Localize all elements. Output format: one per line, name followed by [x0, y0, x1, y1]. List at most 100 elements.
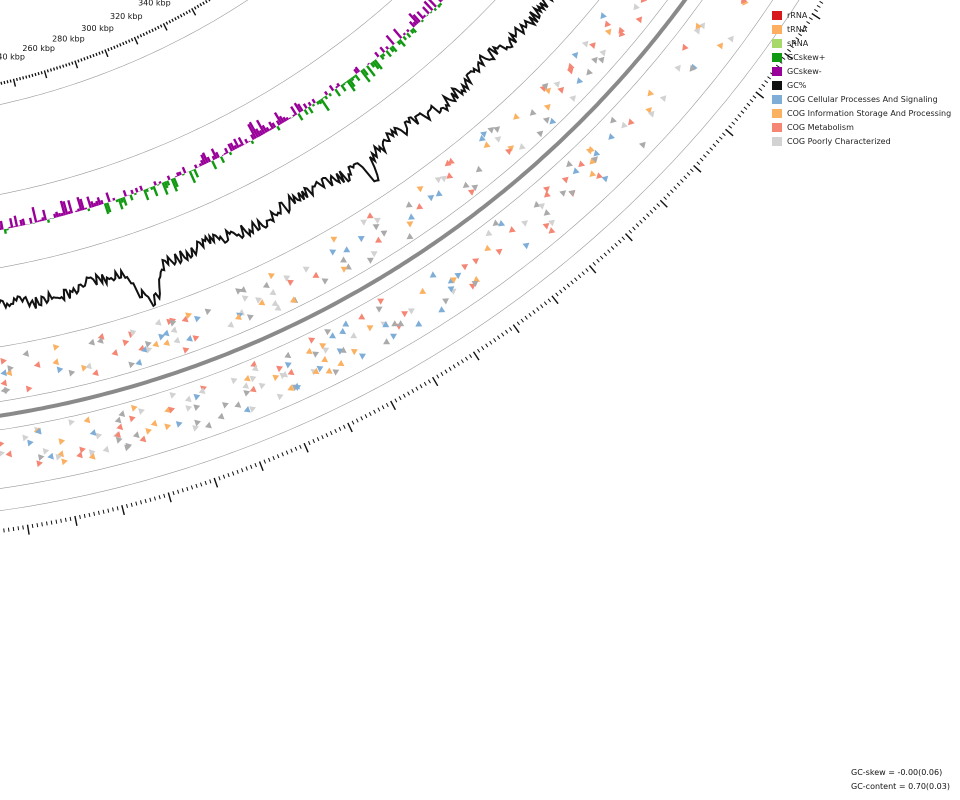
gc-skew-bar [248, 121, 260, 138]
cds-arrow [366, 257, 374, 264]
outer-tick [440, 372, 444, 376]
cds-arrow [377, 298, 385, 305]
outer-tick [427, 379, 431, 384]
cds-arrow [405, 201, 413, 208]
outer-tick [734, 117, 739, 122]
gc-skew-bar [60, 212, 64, 217]
inner-tick [116, 44, 119, 48]
cds-arrow [741, 0, 748, 5]
gc-skew-bar [166, 175, 171, 181]
gc-skew-bar [188, 170, 197, 184]
cds-arrow [429, 271, 437, 278]
outer-tick [407, 391, 410, 396]
gc-skew-bar [62, 200, 69, 215]
outer-tick [596, 258, 600, 263]
inner-tick [142, 32, 145, 37]
cds-arrow [139, 435, 147, 443]
outer-tick [702, 154, 707, 158]
gc-skew-bar [406, 28, 410, 33]
outer-tick [540, 304, 544, 309]
outer-tick [607, 249, 611, 254]
outer-tick [177, 489, 180, 494]
cds-track-outer [0, 0, 749, 468]
legend-item-gcskew-neg: GCskew- [772, 64, 951, 78]
inner-tick [208, 0, 211, 2]
gc-skew-bar [139, 185, 144, 192]
gc-skew-bar [290, 105, 298, 116]
cds-arrow [235, 313, 242, 320]
inner-tick [130, 38, 134, 42]
outer-tick [231, 471, 235, 476]
gc-skew-bar [422, 14, 427, 18]
outer-tick [472, 351, 480, 361]
track-ring [0, 0, 668, 402]
cds-arrow [125, 442, 133, 450]
cds-arrow [568, 189, 576, 197]
cds-arrow [271, 299, 279, 307]
cds-arrow [56, 366, 64, 374]
cds-arrow [342, 320, 350, 327]
cds-arrow [419, 287, 427, 294]
cds-arrow [170, 326, 178, 333]
outer-tick [464, 356, 469, 361]
inner-tick [165, 21, 169, 25]
cds-arrow [350, 332, 358, 339]
outer-tick [121, 505, 125, 516]
cds-arrow [492, 219, 500, 226]
cds-arrow [22, 434, 29, 442]
inner-tick [68, 62, 71, 66]
cds-arrow [276, 365, 283, 373]
outer-tick [743, 106, 748, 110]
outer-tick [562, 286, 567, 291]
gc-skew-bar [255, 128, 262, 137]
outer-tick [448, 366, 452, 371]
cds-arrow [287, 368, 295, 376]
cds-arrow [548, 219, 555, 227]
cds-arrow [589, 157, 597, 165]
outer-tick [299, 444, 302, 449]
cds-arrow [114, 416, 122, 424]
legend-swatch [772, 66, 782, 76]
gc-skew-bar [229, 142, 236, 151]
cds-arrow [513, 113, 520, 120]
cds-arrow [483, 141, 491, 148]
outer-tick [566, 283, 570, 288]
legend-item-cog-poorly: COG Poorly Characterized [772, 134, 951, 148]
gc-skew-bar [379, 46, 386, 53]
outer-tick [321, 435, 324, 440]
outer-tick [394, 398, 398, 403]
inner-tick [128, 39, 131, 43]
outer-tick [693, 164, 702, 173]
outer-tick [209, 479, 212, 484]
cds-arrow [639, 141, 646, 149]
cds-arrow [408, 213, 415, 220]
cds-arrow [184, 395, 192, 403]
cds-arrow [241, 295, 249, 302]
cds-arrow [122, 339, 130, 347]
inner-tick [174, 17, 177, 21]
outer-tick [343, 424, 346, 429]
gc-skew-bar [201, 152, 209, 164]
cds-arrow [111, 349, 119, 356]
outer-tick [31, 523, 34, 528]
cds-arrow [243, 390, 251, 397]
cds-arrow [621, 121, 628, 129]
outer-tick [632, 226, 636, 231]
outer-tick [792, 41, 797, 45]
legend-swatch [772, 38, 782, 48]
cds-arrow [305, 347, 313, 354]
cds-arrow [522, 242, 530, 250]
inner-tick [46, 69, 49, 73]
outer-tick [673, 186, 677, 190]
cds-arrow [337, 359, 345, 367]
outer-tick [26, 524, 30, 535]
gc-skew-bar [178, 171, 182, 176]
cds-arrow [434, 176, 442, 184]
cds-arrow [557, 86, 565, 94]
legend-item-cog-metabolism: COG Metabolism [772, 120, 951, 134]
outer-tick [294, 446, 298, 451]
inner-tick-ring [0, 0, 211, 87]
gc-skew-bar [31, 206, 38, 223]
cds-arrow [578, 160, 586, 168]
outer-tick [524, 315, 528, 320]
